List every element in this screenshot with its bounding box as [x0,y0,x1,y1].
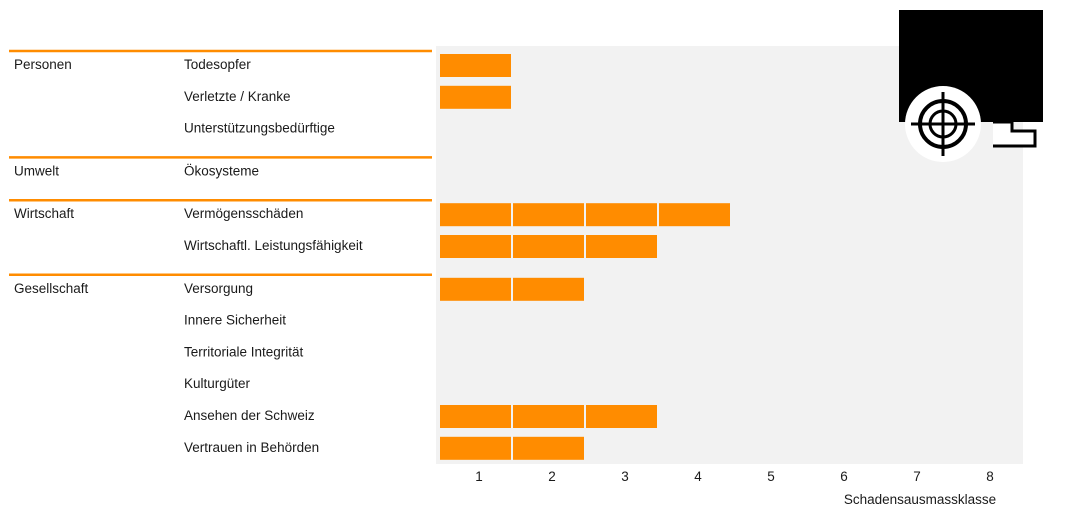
bar-segment [513,405,584,428]
row-label: Ökosysteme [184,163,259,178]
bar-segment [440,85,511,109]
x-tick-label: 5 [767,469,775,484]
x-tick-label: 7 [913,469,921,484]
group-label: Gesellschaft [14,281,89,296]
group-label: Wirtschaft [14,206,74,221]
row-label: Vermögensschäden [184,206,303,221]
x-tick-label: 3 [621,469,629,484]
row-label: Territoriale Integrität [184,344,304,359]
bar-segment [659,203,730,227]
bar-segment [513,203,584,227]
group-label: Umwelt [14,163,59,178]
bar-segment [513,436,584,460]
bar-segment [440,436,511,460]
bar-segment [513,277,584,301]
row-label: Todesopfer [184,57,251,72]
x-tick-label: 8 [986,469,994,484]
bar-segment [586,405,657,428]
row-label: Verletzte / Kranke [184,89,291,104]
bar-segment [440,405,511,428]
row-label: Wirtschaftl. Leistungsfähigkeit [184,238,363,253]
bar-segment [440,277,511,301]
x-tick-label: 2 [548,469,556,484]
bar-segment [440,203,511,227]
bar-segment [513,235,584,258]
crosshair-target-icon [899,10,1043,162]
x-axis-ticks: 1 2 3 4 5 6 7 8 [475,469,994,484]
x-tick-label: 1 [475,469,483,484]
x-axis-label: Schadensausmassklasse [844,492,996,507]
row-label: Unterstützungsbedürftige [184,121,335,136]
x-tick-label: 6 [840,469,848,484]
row-labels: Personen Todesopfer Verletzte / Kranke Unte… [9,49,432,455]
bar-segment [586,203,657,227]
bar-segment [586,235,657,258]
bar-segment [440,54,511,77]
row-label: Ansehen der Schweiz [184,408,315,423]
row-label: Innere Sicherheit [184,313,286,328]
group-label: Personen [14,57,72,72]
row-label: Kulturgüter [184,376,251,391]
row-label: Versorgung [184,281,253,296]
bar-segment [440,235,511,258]
x-tick-label: 4 [694,469,702,484]
row-label: Vertrauen in Behörden [184,440,319,455]
bars [440,54,730,460]
